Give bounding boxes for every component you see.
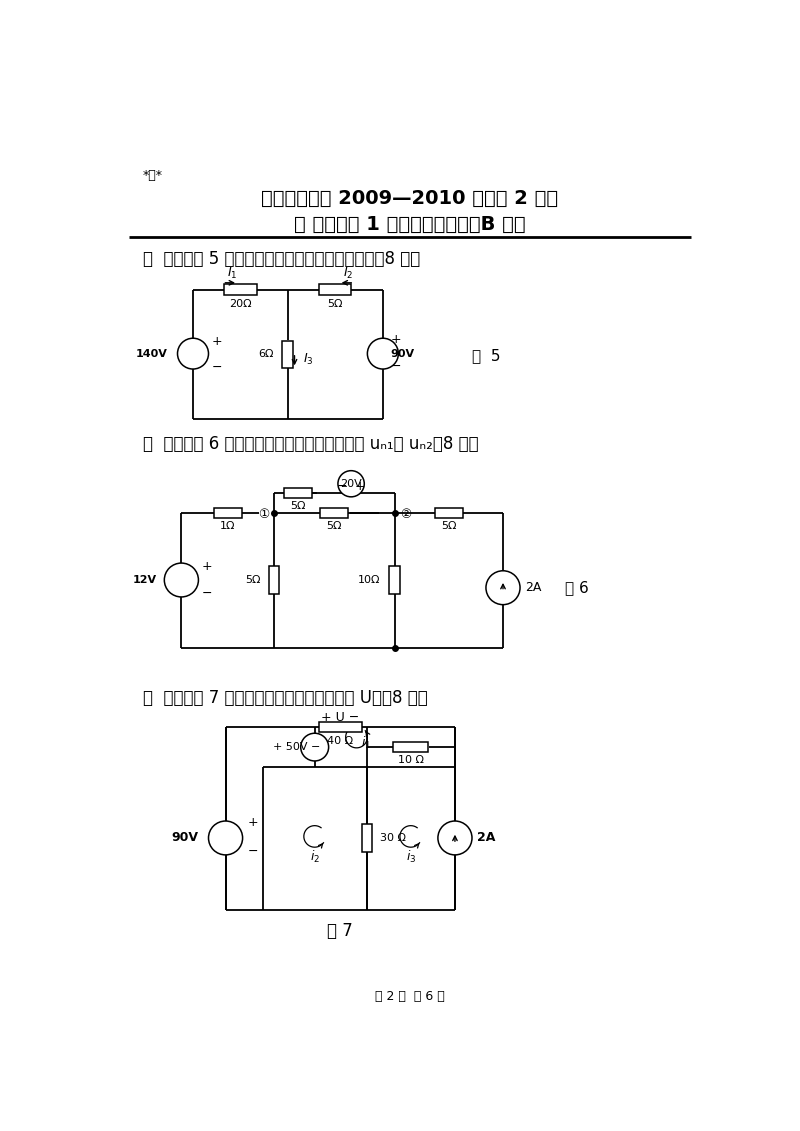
Circle shape [164, 563, 198, 597]
Circle shape [209, 821, 242, 855]
Text: −: − [337, 481, 347, 493]
Text: 2A: 2A [525, 581, 541, 594]
Circle shape [301, 733, 329, 761]
Text: ②: ② [400, 508, 411, 521]
Text: $I_3$: $I_3$ [303, 352, 314, 366]
Bar [214, 508, 242, 518]
Text: 90V: 90V [171, 831, 198, 845]
Text: 1Ω: 1Ω [220, 521, 236, 532]
Text: −: − [211, 361, 222, 374]
Text: 七  电路如图 7 所示。用网孔电流法，求电压 U。（8 分）: 七 电路如图 7 所示。用网孔电流法，求电压 U。（8 分） [142, 689, 427, 707]
Text: $i_2$: $i_2$ [310, 849, 320, 865]
Bar [362, 824, 373, 852]
Text: 20V: 20V [340, 478, 362, 489]
Text: 140V: 140V [135, 348, 167, 359]
Text: 40 Ω: 40 Ω [327, 736, 354, 746]
Text: 10Ω: 10Ω [358, 575, 381, 585]
Text: −: − [202, 587, 212, 601]
Text: 2A: 2A [477, 831, 495, 845]
Text: 90V: 90V [390, 348, 414, 359]
Text: +: + [247, 817, 258, 829]
Text: 六  电路如图 6 所示。用节点电压法求节点电压 uₙ₁， uₙ₂（8 分）: 六 电路如图 6 所示。用节点电压法求节点电压 uₙ₁， uₙ₂（8 分） [142, 434, 478, 452]
Text: + U −: + U − [321, 710, 359, 724]
Text: + 50V −: + 50V − [273, 742, 321, 752]
Text: 5Ω: 5Ω [245, 575, 261, 585]
Text: +: + [202, 560, 212, 572]
Text: +: + [355, 481, 366, 493]
Text: $I_1$: $I_1$ [226, 266, 237, 282]
Text: 五  电路如图 5 所示。用支路电流法求各支路电流（8 分）: 五 电路如图 5 所示。用支路电流法求各支路电流（8 分） [142, 250, 420, 268]
Text: $I_2$: $I_2$ [343, 266, 353, 282]
Text: $i_3$: $i_3$ [406, 849, 416, 865]
Bar [390, 567, 399, 594]
Text: 图  5: 图 5 [472, 347, 501, 363]
Text: 6Ω: 6Ω [258, 349, 274, 360]
Text: 《 电路分析 1 》期末考试试卷（B 卷）: 《 电路分析 1 》期末考试试卷（B 卷） [294, 215, 526, 234]
Circle shape [486, 571, 520, 605]
Circle shape [178, 338, 209, 369]
Text: 图 6: 图 6 [565, 580, 589, 595]
Circle shape [338, 470, 364, 497]
Text: 5Ω: 5Ω [290, 501, 306, 511]
Text: 5Ω: 5Ω [441, 521, 457, 532]
Bar [319, 722, 362, 732]
Bar [394, 742, 428, 752]
Text: 图 7: 图 7 [327, 922, 353, 940]
Bar [284, 489, 311, 498]
Bar [282, 340, 293, 368]
Text: +: + [211, 335, 222, 348]
Text: *密*: *密* [142, 170, 162, 182]
Bar [318, 284, 351, 295]
Text: $i_1$: $i_1$ [361, 735, 371, 751]
Bar [435, 508, 462, 518]
Bar [224, 284, 257, 295]
Text: 10 Ω: 10 Ω [398, 756, 424, 766]
Bar [320, 508, 348, 518]
Bar [270, 567, 279, 594]
Text: 30 Ω: 30 Ω [380, 832, 406, 843]
Text: −: − [247, 845, 258, 858]
Text: 5Ω: 5Ω [327, 300, 342, 310]
Text: 5Ω: 5Ω [326, 521, 342, 532]
Circle shape [367, 338, 398, 369]
Text: −: − [390, 360, 401, 372]
Circle shape [438, 821, 472, 855]
Text: 第 2 页  共 6 页: 第 2 页 共 6 页 [375, 990, 445, 1003]
Text: ①: ① [258, 508, 269, 521]
Text: 12V: 12V [133, 575, 157, 585]
Text: +: + [390, 334, 402, 346]
Text: 20Ω: 20Ω [229, 300, 251, 310]
Text: 西南科技大学 2009—2010 学年第 2 学期: 西南科技大学 2009—2010 学年第 2 学期 [262, 189, 558, 208]
